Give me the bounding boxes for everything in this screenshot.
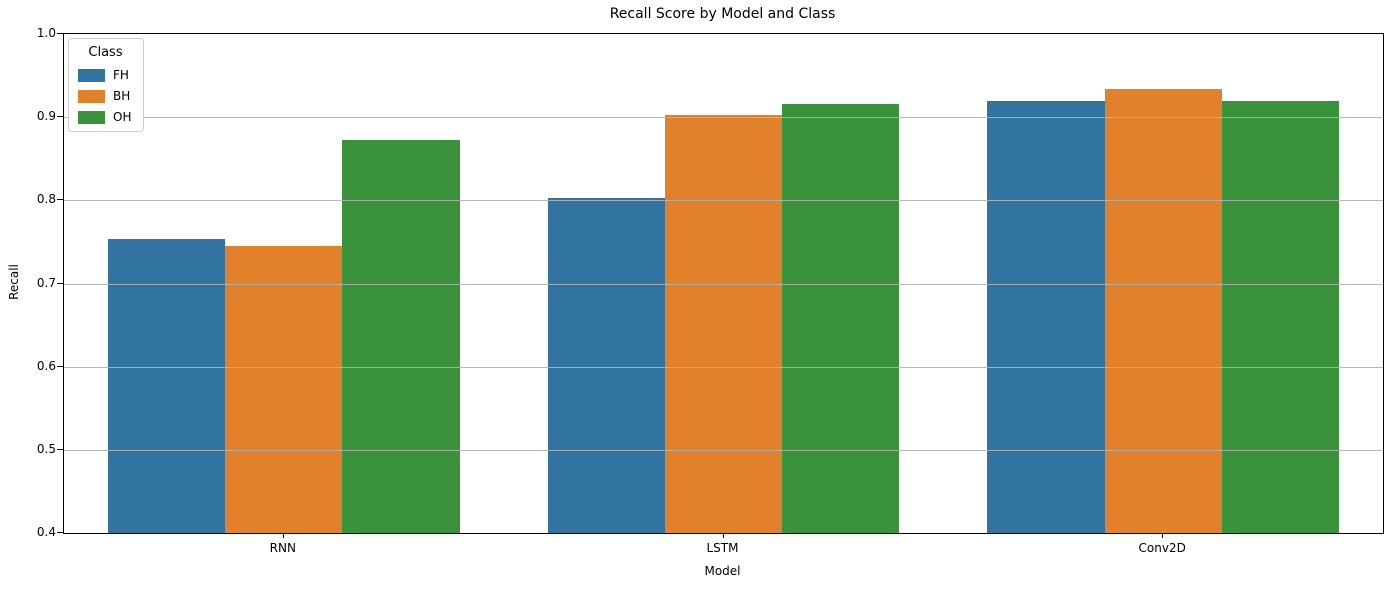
y-tick-label: 0.4 <box>36 525 56 539</box>
gridline-y-0.8 <box>64 200 1383 202</box>
y-tick-label: 1.0 <box>36 26 56 40</box>
y-tick-label: 0.7 <box>36 275 56 290</box>
legend-rows: FH BH OH <box>78 68 133 124</box>
bar-LSTM-FH <box>547 197 665 533</box>
y-tick-label: 0.6 <box>36 358 56 373</box>
x-tick-label-RNN: RNN <box>269 541 296 555</box>
x-axis-label: Model <box>704 564 741 578</box>
legend-label: BH <box>113 89 131 103</box>
legend-label: OH <box>113 110 132 124</box>
legend: Class FH BH OH <box>68 38 144 132</box>
y-tick-label: 0.8 <box>36 192 56 207</box>
legend-swatch-icon <box>78 110 105 124</box>
bar-Conv2D-BH <box>1104 88 1222 533</box>
legend-swatch-icon <box>78 68 105 82</box>
gridline-y-0.7 <box>64 283 1383 285</box>
x-tick-mark <box>722 534 724 538</box>
legend-label: FH <box>113 68 129 82</box>
gridline-y-0.6 <box>64 366 1383 368</box>
legend-title: Class <box>88 45 123 60</box>
x-tick-label-LSTM: LSTM <box>706 541 739 555</box>
legend-item-FH: FH <box>78 68 133 82</box>
y-tick-mark <box>57 199 63 201</box>
bar-RNN-FH <box>107 239 226 533</box>
x-tick-mark <box>282 534 284 538</box>
bar-LSTM-BH <box>664 114 783 533</box>
y-tick-mark <box>57 33 63 34</box>
x-tick-mark <box>1162 534 1164 538</box>
gridline-y-0.5 <box>64 449 1383 451</box>
y-tick-mark <box>57 532 63 533</box>
chart-title: Recall Score by Model and Class <box>609 6 836 22</box>
legend-item-OH: OH <box>78 110 133 124</box>
bar-RNN-OH <box>342 139 460 533</box>
bar-RNN-BH <box>225 246 343 533</box>
legend-swatch-icon <box>78 89 105 103</box>
x-tick-label-Conv2D: Conv2D <box>1138 541 1186 555</box>
y-tick-mark <box>57 282 63 284</box>
bar-Conv2D-FH <box>987 100 1105 533</box>
y-tick-mark <box>57 365 63 367</box>
bar-Conv2D-OH <box>1221 101 1340 533</box>
y-tick-label: 0.9 <box>36 109 56 124</box>
plot-area <box>63 33 1384 534</box>
gridline-y-0.9 <box>64 117 1383 119</box>
bar-LSTM-OH <box>782 103 900 533</box>
y-tick-mark <box>57 116 63 118</box>
y-tick-mark <box>57 448 63 450</box>
legend-item-BH: BH <box>78 89 133 103</box>
y-tick-label: 0.5 <box>36 441 56 456</box>
